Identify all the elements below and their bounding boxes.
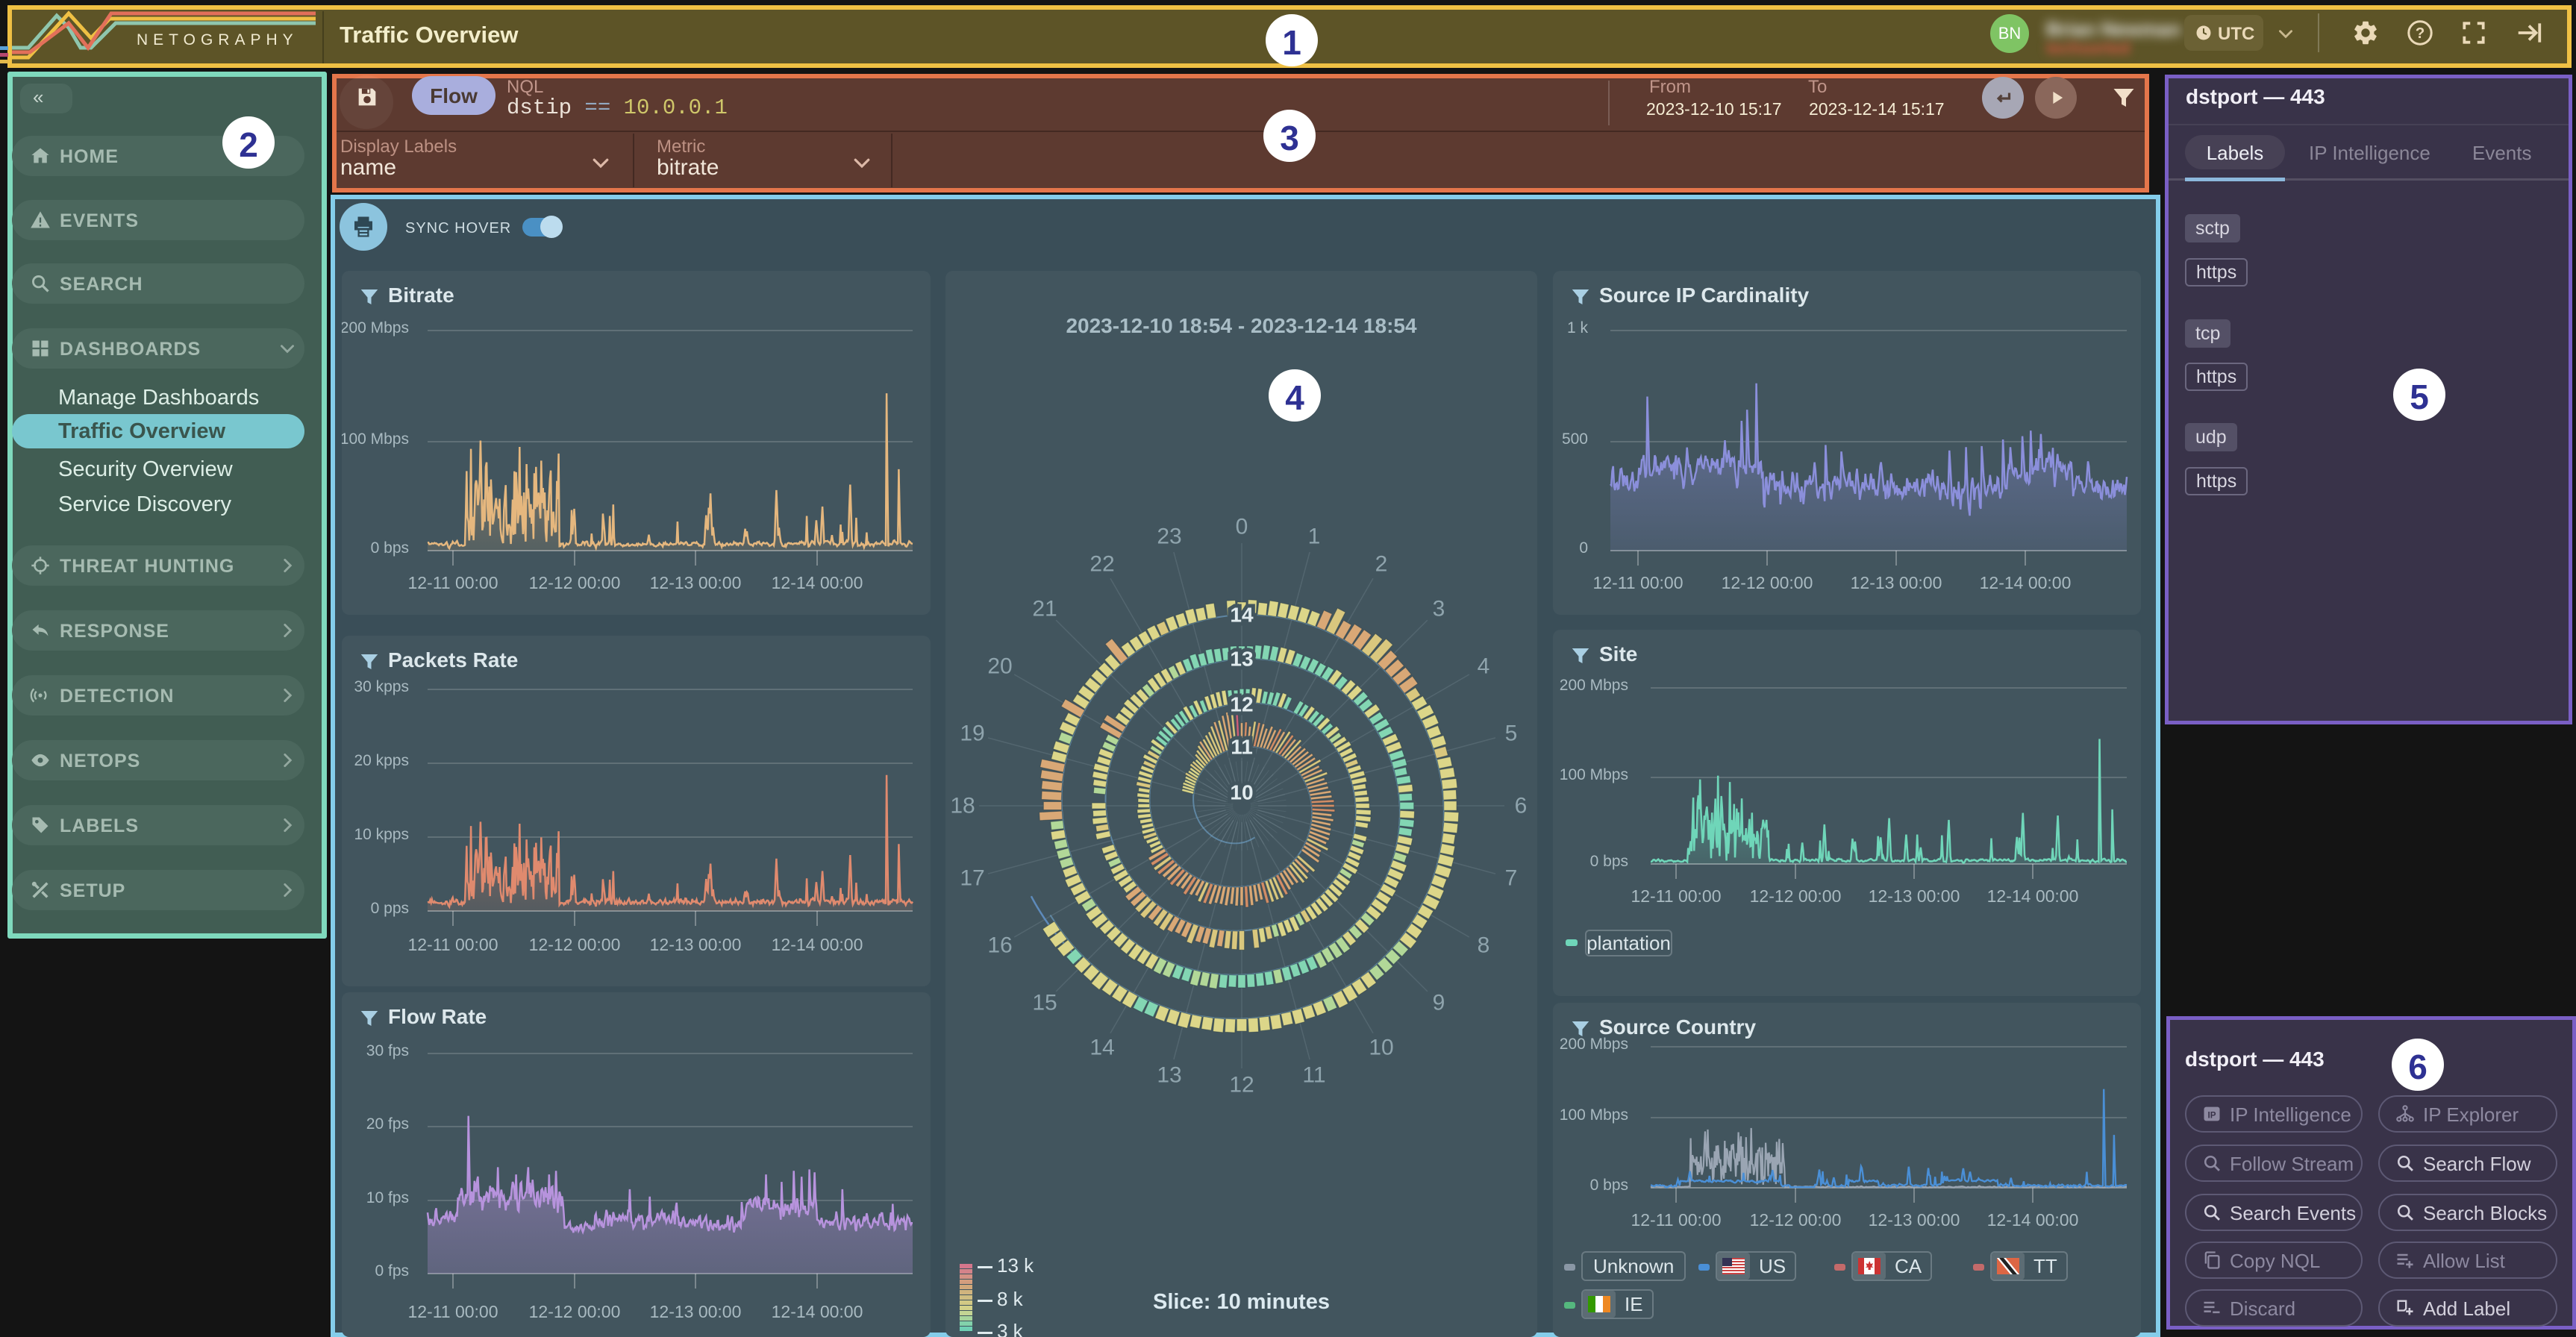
svg-text:IP: IP [2207,1110,2216,1120]
svg-text:4: 4 [1478,654,1490,679]
svg-text:23: 23 [1157,525,1181,549]
svg-text:5: 5 [1505,721,1518,746]
svg-text:13: 13 [1230,648,1253,671]
svg-text:8: 8 [1478,933,1490,958]
svg-text:?: ? [2416,25,2425,42]
svg-text:10: 10 [1230,781,1253,804]
svg-text:17: 17 [960,866,984,891]
svg-text:19: 19 [960,721,984,746]
svg-text:10: 10 [1369,1036,1393,1060]
svg-text:7: 7 [1505,866,1518,891]
svg-text:18: 18 [950,794,975,818]
svg-text:6: 6 [1515,794,1528,818]
svg-text:15: 15 [1032,991,1057,1015]
svg-text:1: 1 [1308,525,1321,549]
svg-text:16: 16 [987,933,1012,958]
svg-text:3: 3 [1433,597,1445,621]
svg-text:12: 12 [1229,1073,1254,1098]
svg-text:11: 11 [1302,1063,1325,1088]
svg-text:13: 13 [1157,1063,1181,1088]
svg-text:11: 11 [1231,736,1253,759]
svg-text:12: 12 [1230,693,1253,716]
svg-text:22: 22 [1090,552,1114,577]
svg-text:0: 0 [1236,515,1248,539]
svg-text:14: 14 [1090,1036,1114,1060]
svg-text:9: 9 [1433,991,1445,1015]
svg-text:14: 14 [1230,604,1254,627]
svg-text:21: 21 [1032,597,1057,621]
svg-text:20: 20 [987,654,1012,679]
svg-text:2: 2 [1375,552,1388,577]
